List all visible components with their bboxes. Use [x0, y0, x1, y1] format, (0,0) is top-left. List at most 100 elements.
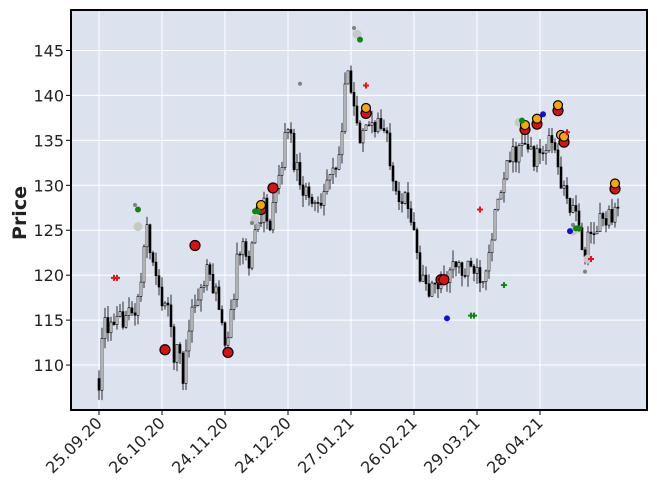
candle-body: [271, 202, 275, 231]
candle-body: [481, 281, 485, 284]
candle-body: [418, 252, 422, 282]
candle-body: [214, 286, 218, 294]
candle-body: [286, 129, 290, 133]
candle-body: [205, 264, 209, 287]
candle-body: [457, 262, 461, 268]
candle-body: [331, 167, 335, 175]
candle-body: [163, 302, 167, 307]
candle-body: [604, 218, 608, 226]
orange-circle-marker: [531, 113, 543, 124]
x-tick-label: 26.02.21: [357, 413, 421, 477]
candle-body: [565, 185, 569, 199]
candle-body: [97, 378, 101, 391]
candle-body: [253, 229, 257, 244]
candle-body: [553, 142, 557, 151]
candle-body: [199, 287, 203, 301]
candle-body: [466, 260, 470, 277]
red-circle-marker: [222, 346, 234, 359]
small-gray-dot-marker: [298, 81, 302, 86]
candle-body: [340, 131, 344, 156]
red-circle-marker: [267, 182, 279, 194]
candle-body: [469, 260, 473, 267]
candle-body: [349, 70, 353, 93]
candle-body: [355, 105, 359, 124]
candle-body: [478, 267, 482, 284]
green-plus-marker: [471, 312, 477, 319]
candle-body: [403, 192, 407, 204]
candle-body: [175, 344, 179, 363]
green-dot-marker: [255, 208, 261, 215]
red-circle-marker: [159, 344, 171, 356]
candle-body: [364, 124, 368, 131]
candle-body: [382, 128, 386, 131]
red-plus-marker: [477, 206, 483, 213]
candle-body: [376, 118, 380, 133]
y-axis-label: Price: [9, 186, 31, 240]
candle-body: [586, 231, 590, 257]
candle-body: [304, 186, 308, 196]
candle-body: [103, 317, 107, 339]
candle-body: [223, 322, 227, 346]
candle-body: [397, 190, 401, 203]
candle-body: [157, 275, 161, 288]
green-plus-marker: [501, 282, 507, 289]
candle-body: [328, 174, 332, 181]
candle-body: [424, 274, 428, 285]
red-plus-marker: [564, 129, 570, 136]
candle-body: [280, 167, 284, 176]
y-tick-label: 135: [33, 131, 64, 150]
small-gray-dot-marker: [352, 25, 356, 30]
candle-body: [208, 264, 212, 275]
candle-body: [109, 321, 113, 334]
green-dot-marker: [135, 206, 141, 213]
candle-body: [334, 167, 338, 170]
candle-body: [601, 213, 605, 219]
gray-circle-marker: [352, 29, 362, 39]
candle-body: [133, 312, 137, 316]
candle-body: [313, 202, 317, 204]
candle-body: [499, 192, 503, 200]
plot-frame: [70, 9, 648, 411]
green-dot-marker: [519, 117, 525, 124]
candle-body: [400, 201, 404, 204]
candle-body: [325, 179, 329, 192]
y-tick-label: 120: [33, 266, 64, 285]
candle-body: [487, 252, 491, 272]
candle-body: [463, 275, 467, 277]
candle-body: [229, 309, 233, 339]
candle-body: [595, 231, 599, 235]
candle-body: [394, 180, 398, 192]
y-tick-label: 130: [33, 176, 64, 195]
candle-body: [343, 83, 347, 132]
candle-body: [391, 165, 395, 182]
candle-body: [472, 266, 476, 274]
candle-body: [379, 118, 383, 129]
x-tick-label: 25.09.20: [42, 413, 106, 477]
candle-body: [526, 143, 530, 150]
candle-body: [256, 222, 260, 231]
candle-body: [616, 206, 620, 209]
candle-body: [352, 92, 356, 107]
candle-body: [436, 283, 440, 290]
candle-body: [460, 262, 464, 276]
candle-body: [322, 191, 326, 206]
candle-body: [127, 307, 131, 316]
orange-circle-marker: [552, 100, 564, 111]
candle-body: [448, 269, 452, 283]
signal-markers: [111, 25, 621, 359]
candle-body: [217, 286, 221, 310]
candle-body: [367, 124, 371, 127]
candle-body: [151, 252, 155, 263]
candle-body: [520, 142, 524, 146]
blue-dot-marker: [540, 111, 546, 118]
plot-area: [71, 10, 647, 410]
x-tick-label: 27.01.21: [294, 413, 358, 477]
candle-body: [145, 224, 149, 248]
x-tick-label: 24.11.20: [168, 413, 232, 477]
candle-body: [505, 160, 509, 180]
candle-body: [370, 122, 374, 126]
candle-body: [130, 307, 134, 314]
red-circle-marker: [189, 239, 201, 252]
